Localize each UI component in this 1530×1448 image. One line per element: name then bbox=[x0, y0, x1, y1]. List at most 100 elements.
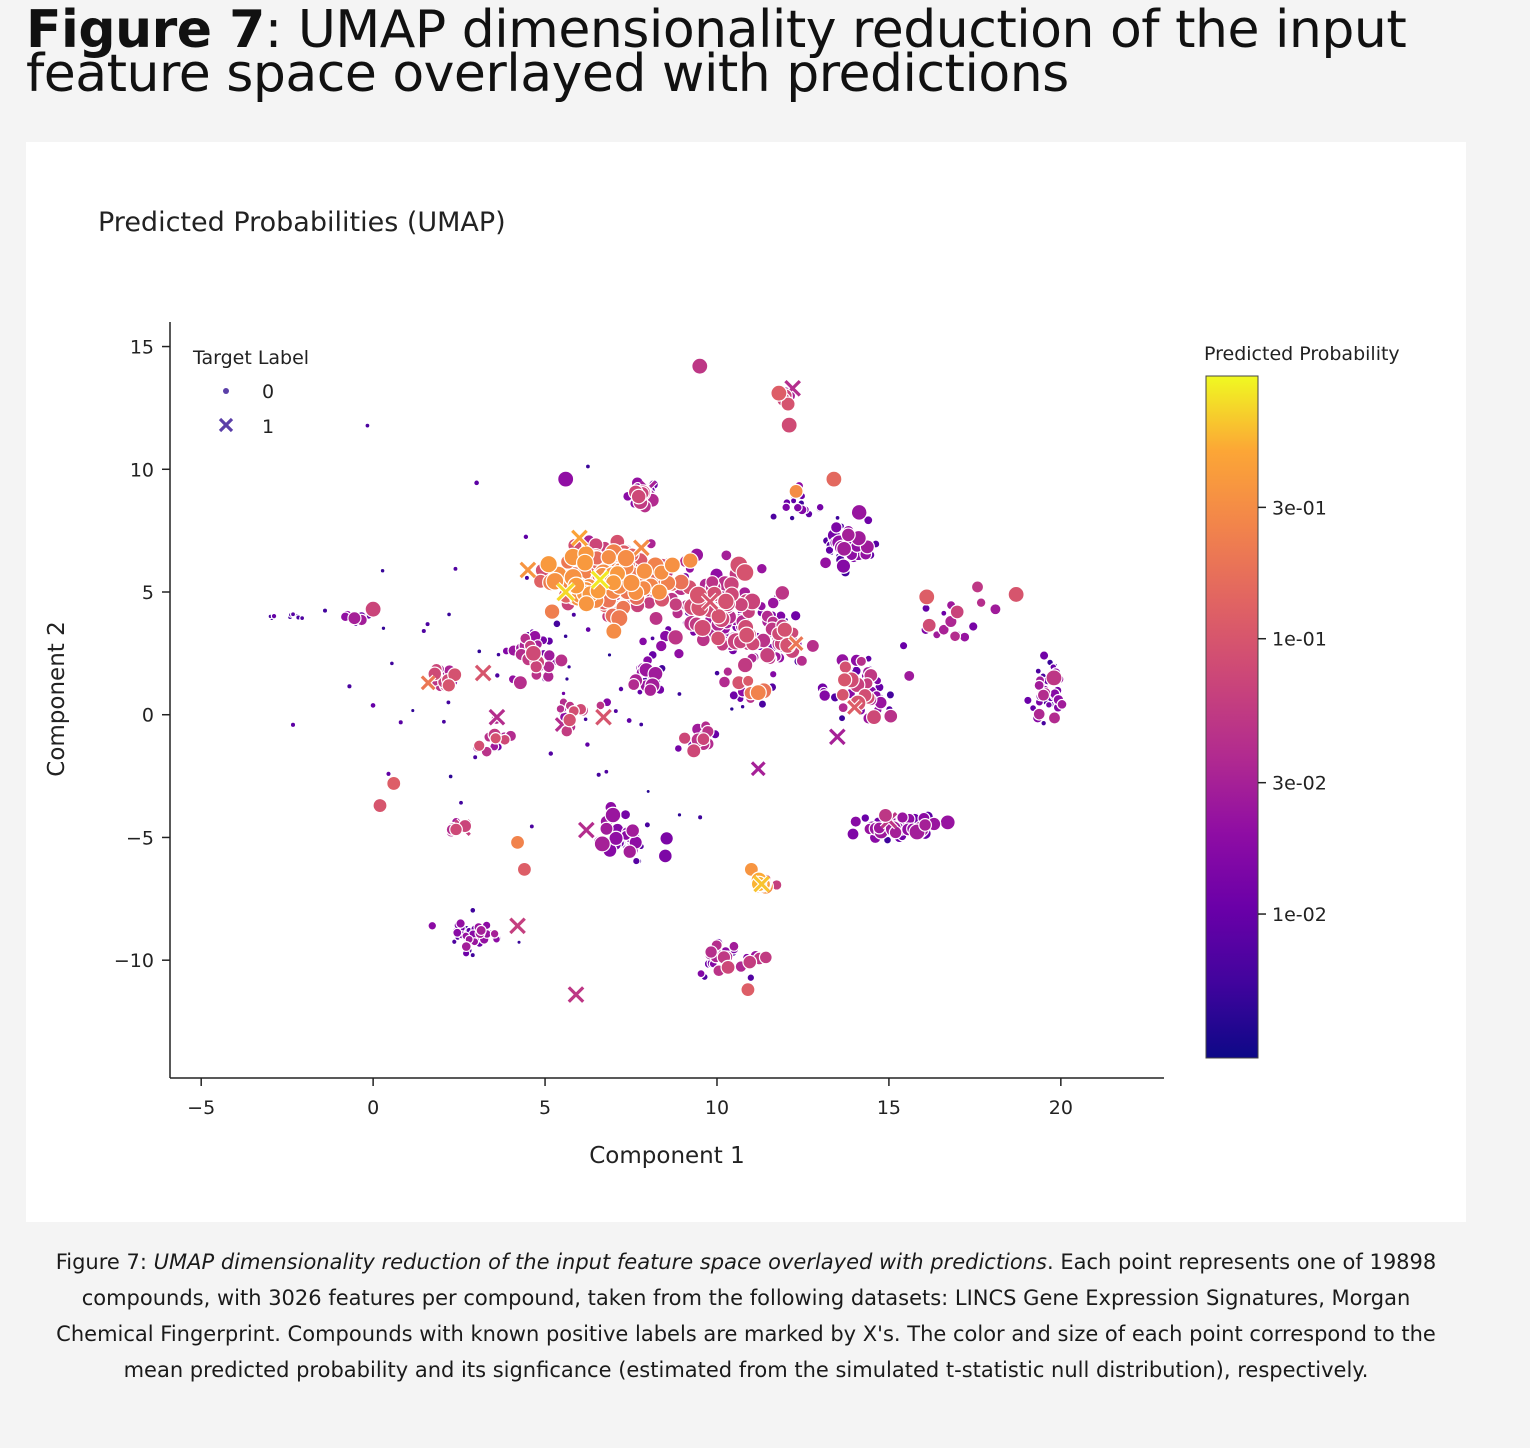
x-tick-label: 15 bbox=[877, 1097, 901, 1119]
data-point bbox=[657, 848, 673, 864]
data-point bbox=[627, 678, 641, 692]
data-point bbox=[472, 754, 479, 761]
data-point bbox=[742, 954, 758, 970]
data-point bbox=[643, 821, 652, 829]
data-point bbox=[668, 597, 684, 612]
data-point bbox=[877, 807, 894, 823]
y-tick-label: 10 bbox=[130, 459, 154, 481]
data-point bbox=[676, 690, 683, 698]
x-tick-label: 5 bbox=[539, 1097, 551, 1119]
data-point bbox=[599, 821, 614, 836]
data-point bbox=[792, 502, 803, 513]
y-axis-label: Component 2 bbox=[44, 621, 70, 776]
data-point bbox=[516, 861, 533, 877]
data-point bbox=[603, 768, 610, 775]
data-point bbox=[735, 563, 755, 582]
data-point bbox=[638, 636, 649, 647]
figure-label: Figure 7 bbox=[26, 0, 265, 60]
data-point bbox=[818, 689, 832, 702]
legend-title: Target Label bbox=[192, 347, 309, 369]
data-point bbox=[855, 655, 868, 668]
data-point bbox=[673, 744, 683, 753]
data-point bbox=[860, 813, 871, 823]
data-point bbox=[849, 815, 862, 828]
data-point bbox=[959, 631, 971, 643]
colorbar-tick-label: 1e-02 bbox=[1272, 904, 1327, 926]
data-point bbox=[1036, 688, 1051, 702]
data-point bbox=[606, 652, 613, 658]
data-point-x bbox=[566, 985, 586, 1004]
data-point bbox=[446, 611, 453, 618]
data-point bbox=[795, 654, 809, 667]
data-point bbox=[555, 704, 566, 714]
data-point bbox=[728, 706, 735, 712]
data-point bbox=[805, 638, 820, 654]
data-point bbox=[582, 716, 589, 723]
data-point bbox=[509, 834, 526, 850]
caption-label: Figure 7 bbox=[55, 1250, 140, 1274]
data-point bbox=[447, 773, 454, 780]
data-point bbox=[622, 844, 638, 860]
data-point bbox=[949, 630, 962, 643]
data-point bbox=[970, 580, 985, 594]
data-point bbox=[529, 659, 543, 674]
data-point bbox=[896, 811, 909, 824]
legend-marker-circle[interactable] bbox=[223, 388, 229, 394]
data-point bbox=[593, 835, 611, 853]
data-point bbox=[713, 669, 721, 677]
y-tick-label: 0 bbox=[142, 705, 154, 727]
data-point-x bbox=[632, 538, 651, 557]
legend-entry-0[interactable]: 0 bbox=[262, 381, 274, 403]
data-point bbox=[472, 739, 486, 753]
data-point-x bbox=[828, 727, 847, 746]
data-point bbox=[738, 626, 756, 644]
data-point bbox=[650, 583, 668, 601]
legend-entry-1[interactable]: 1 bbox=[262, 416, 274, 438]
data-point bbox=[489, 928, 500, 939]
data-point bbox=[673, 647, 685, 660]
data-point-x bbox=[750, 760, 767, 777]
data-point bbox=[566, 664, 572, 670]
data-point bbox=[780, 396, 796, 412]
data-point bbox=[554, 653, 569, 668]
caption-title: UMAP dimensionality reduction of the inp… bbox=[153, 1250, 1047, 1274]
colorbar-tick-label: 3e-02 bbox=[1272, 773, 1327, 795]
data-point bbox=[369, 701, 377, 709]
data-point bbox=[780, 416, 798, 434]
data-point bbox=[577, 595, 596, 613]
data-point bbox=[469, 906, 477, 914]
data-point-x bbox=[752, 874, 771, 894]
data-point bbox=[528, 823, 535, 830]
data-point-x bbox=[590, 569, 611, 590]
data-point-x bbox=[594, 708, 613, 727]
data-point bbox=[696, 814, 704, 821]
data-point bbox=[475, 924, 487, 937]
data-point bbox=[321, 607, 329, 614]
data-point bbox=[455, 918, 466, 929]
data-point bbox=[1032, 707, 1046, 721]
data-point bbox=[835, 558, 852, 574]
x-axis-label: Component 1 bbox=[589, 1143, 744, 1169]
data-point bbox=[289, 611, 297, 618]
data-point bbox=[975, 597, 987, 609]
data-point bbox=[835, 687, 850, 702]
data-point bbox=[720, 549, 733, 562]
data-point bbox=[522, 533, 530, 541]
data-point bbox=[562, 633, 569, 640]
figure-heading: Figure 7: UMAP dimensionality reduction … bbox=[26, 4, 1486, 100]
data-point bbox=[523, 574, 531, 582]
data-point bbox=[759, 646, 776, 664]
legend-marker-x[interactable] bbox=[218, 417, 234, 433]
data-point bbox=[552, 619, 562, 629]
data-point bbox=[649, 635, 656, 642]
data-point bbox=[654, 639, 668, 653]
data-point bbox=[451, 938, 458, 946]
data-point bbox=[696, 969, 706, 979]
data-point bbox=[682, 552, 699, 569]
data-point-x bbox=[555, 581, 576, 603]
data-point bbox=[622, 573, 641, 593]
data-point bbox=[625, 823, 641, 838]
data-point bbox=[557, 470, 575, 488]
data-point bbox=[299, 615, 306, 622]
data-point bbox=[1047, 711, 1062, 725]
